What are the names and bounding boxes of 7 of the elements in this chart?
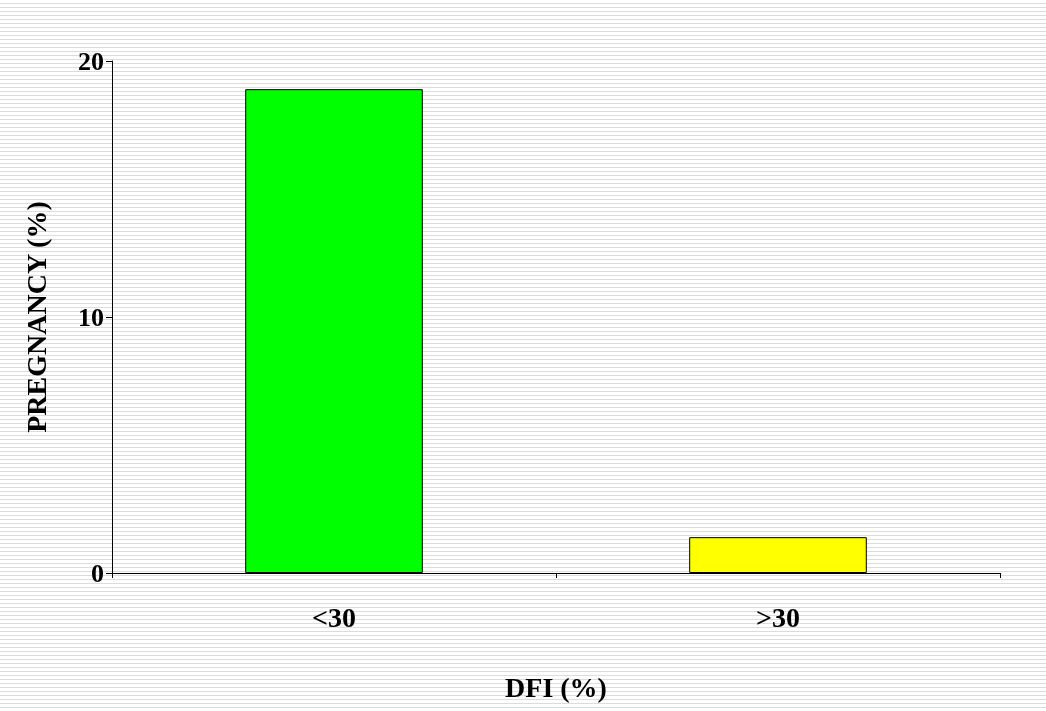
y-tick-label: 20: [78, 46, 104, 76]
x-tick-label: >30: [756, 601, 800, 633]
y-axis-title: PREGNANCY (%): [20, 201, 52, 433]
y-tick-label: 0: [91, 558, 104, 588]
x-tick-label: <30: [312, 601, 356, 633]
y-tick-label: 10: [78, 302, 104, 332]
x-axis-title: DFI (%): [505, 671, 607, 703]
